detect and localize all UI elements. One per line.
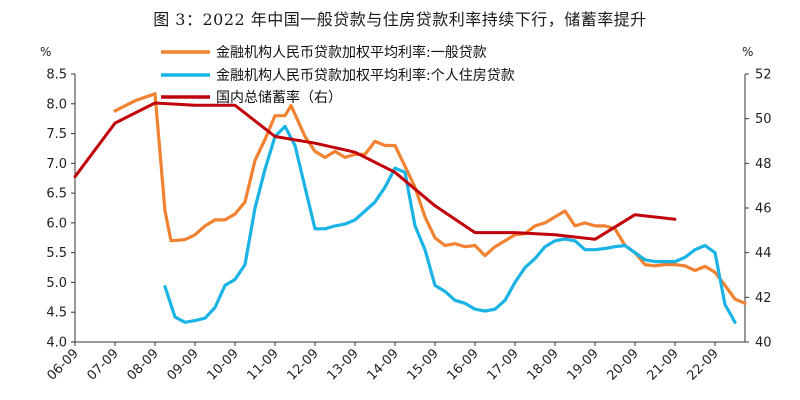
y2-tick-label: 42 [755,291,772,306]
x-tick-label: 16-09 [445,346,482,383]
y-tick-label: 6.5 [46,187,67,202]
x-tick-label: 18-09 [525,346,562,383]
y-tick-label: 8.0 [46,97,67,112]
legend-label-0: 金融机构人民币贷款加权平均利率:一般贷款 [216,44,487,61]
y-tick-label: 5.0 [46,276,67,291]
y-tick-label: 4.0 [46,336,67,351]
legend-label-1: 金融机构人民币贷款加权平均利率:个人住房贷款 [216,67,515,84]
x-tick-label: 10-09 [205,346,242,383]
x-tick-label: 06-09 [45,346,82,383]
x-tick-label: 20-09 [605,346,642,383]
y-tick-label: 5.5 [46,246,67,261]
y-tick-label: 4.5 [46,306,67,321]
series-layer [73,92,747,324]
y2-tick-label: 50 [755,112,772,127]
x-tick-label: 07-09 [85,346,122,383]
x-tick-label: 12-09 [285,346,322,383]
x-tick-label: 21-09 [645,346,682,383]
y-tick-label: 6.0 [46,216,67,231]
y-tick-label: 7.0 [46,157,67,172]
series-line-2 [73,101,677,241]
right-unit-label: % [742,45,753,59]
x-tick-label: 11-09 [245,346,282,383]
series-line-1 [163,124,737,324]
y2-tick-label: 44 [755,246,772,261]
x-tick-label: 22-09 [685,346,722,383]
x-tick-label: 17-09 [485,346,522,383]
chart-title: 图 3：2022 年中国一般贷款与住房贷款利率持续下行，储蓄率提升 [153,10,647,29]
x-tick-label: 14-09 [365,346,402,383]
x-tick-label: 08-09 [125,346,162,383]
y2-tick-label: 48 [755,157,772,172]
left-unit-label: % [40,45,51,59]
y-tick-label: 8.5 [46,68,67,83]
legend-label-2: 国内总储蓄率（右） [216,89,342,106]
x-tick-label: 19-09 [565,346,602,383]
y2-tick-label: 40 [755,336,772,351]
y2-tick-label: 52 [755,68,772,83]
y2-tick-label: 46 [755,202,772,217]
x-tick-label: 09-09 [165,346,202,383]
y-tick-label: 7.5 [46,127,67,142]
x-tick-label: 13-09 [325,346,362,383]
series-line-0 [113,92,747,305]
x-tick-label: 15-09 [405,346,442,383]
chart-legend: 金融机构人民币贷款加权平均利率:一般贷款金融机构人民币贷款加权平均利率:个人住房… [161,44,515,106]
